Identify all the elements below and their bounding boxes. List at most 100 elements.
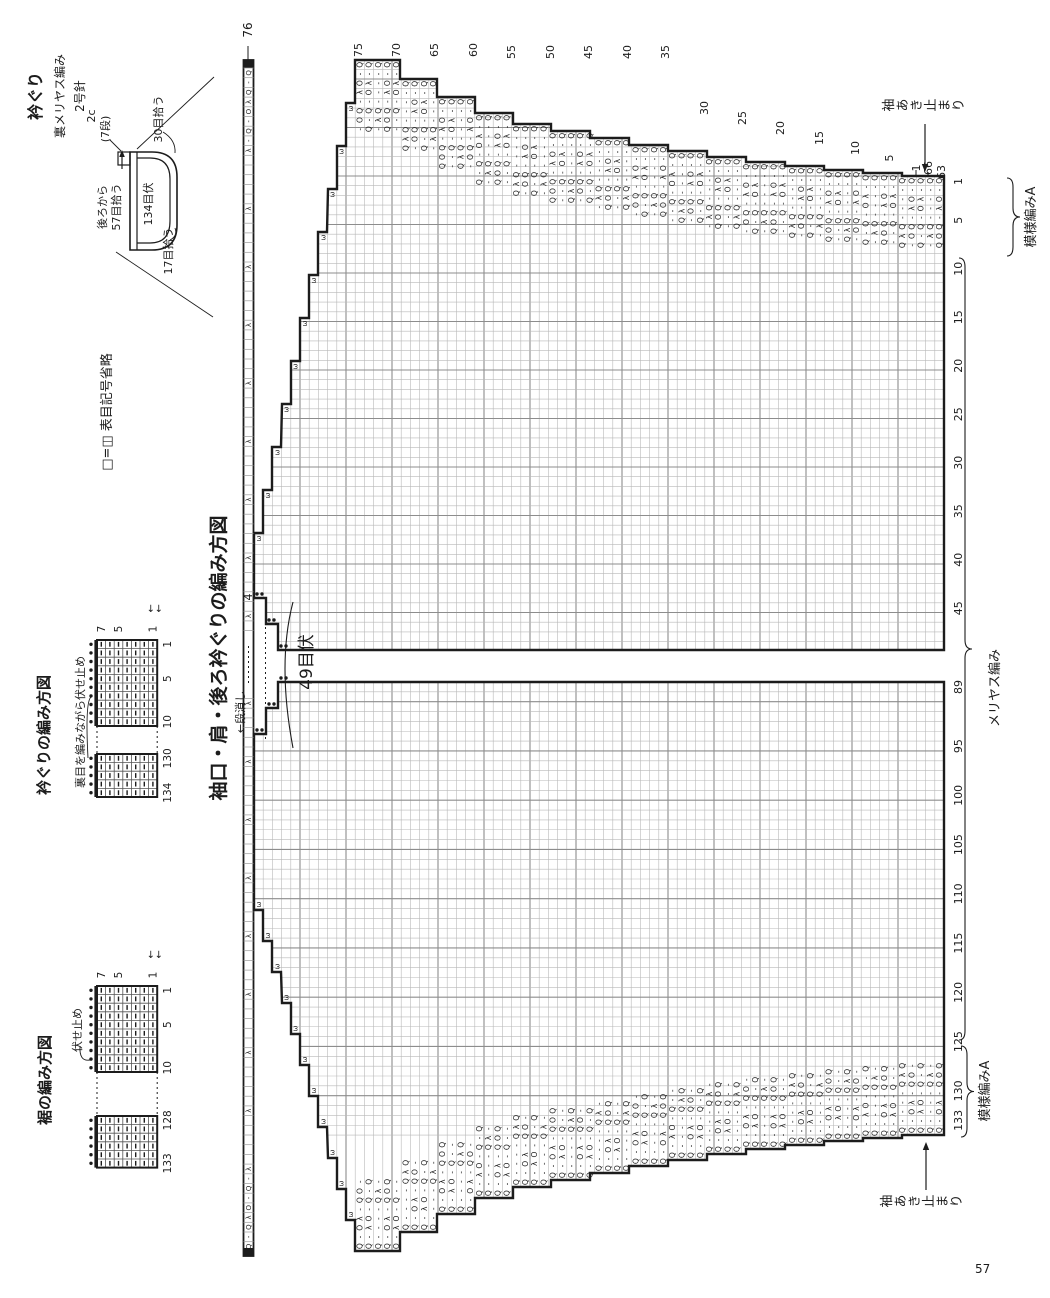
svg-text:O: O [687,1134,696,1140]
svg-text:λ: λ [705,214,714,219]
svg-text:Q: Q [438,1160,447,1166]
svg-text:O: O [668,180,677,186]
svg-text:Q: Q [365,1197,374,1203]
svg-text:-: - [677,163,686,166]
svg-text:-: - [650,157,659,160]
svg-text:λ: λ [355,1216,364,1221]
svg-text:-: - [374,91,383,94]
svg-text:-: - [825,182,834,185]
svg-text:-: - [622,178,631,181]
svg-text:-: - [760,174,769,177]
svg-text:ω: ω [292,1025,300,1031]
svg-text:-: - [374,82,383,85]
svg-text:Q: Q [659,1158,668,1164]
svg-text:-: - [420,119,429,122]
svg-text:λ: λ [429,136,438,141]
svg-text:ω: ω [310,1087,318,1093]
svg-text:O: O [631,202,640,208]
svg-text:λ: λ [392,1225,401,1230]
svg-text:-: - [595,1130,604,1133]
svg-text:λ: λ [659,1131,668,1136]
svg-text:-: - [530,182,539,185]
svg-text:Q: Q [365,62,374,68]
svg-text:-: - [549,143,558,146]
svg-text:-: - [705,188,714,191]
svg-text:-: - [355,1180,364,1183]
svg-text:-: - [788,188,797,191]
svg-text:Q: Q [383,1243,392,1249]
svg-text:Q: Q [871,1084,880,1090]
svg-text:O: O [355,1225,364,1231]
svg-text:-: - [631,1095,640,1098]
svg-text:-: - [705,169,714,172]
svg-text:-: - [742,1133,751,1136]
svg-text:-: - [576,199,585,202]
svg-text:Q: Q [549,1126,558,1132]
svg-text:-: - [871,1067,880,1070]
svg-text:Q: Q [834,1087,843,1093]
svg-text:-: - [401,1207,410,1210]
svg-text:λ: λ [668,1134,677,1139]
svg-text:125: 125 [952,1031,965,1052]
svg-text:-: - [779,1133,788,1136]
svg-text:-: - [723,1083,732,1086]
svg-text:75: 75 [352,43,365,57]
svg-text:-: - [714,1138,723,1141]
svg-text:Q: Q [917,242,926,248]
svg-text:-: - [779,1106,788,1109]
svg-text:Q: Q [806,214,815,220]
svg-text:Q: Q [751,164,760,170]
svg-text:Q: Q [493,1190,502,1196]
svg-text:-: - [696,1117,705,1120]
svg-text:Q: Q [420,1224,429,1230]
svg-text:Q: Q [687,1152,696,1158]
svg-text:Q: Q [714,1146,723,1152]
svg-text:-: - [576,1109,585,1112]
svg-text:-: - [245,81,253,84]
svg-text:130: 130 [162,748,174,768]
svg-text:-: - [779,174,788,177]
svg-text:Q: Q [825,172,834,178]
svg-text:-: - [604,1157,613,1160]
svg-text:λ: λ [742,1114,751,1119]
svg-text:-: - [521,1144,530,1147]
svg-text:-: - [631,1123,640,1126]
svg-text:λ: λ [834,190,843,195]
svg-text:-: - [503,1182,512,1185]
svg-text:Q: Q [926,224,935,230]
svg-text:-: - [438,109,447,112]
svg-text:-: - [447,165,456,168]
svg-text:ω: ω [347,105,355,111]
svg-text:-: - [539,136,548,139]
svg-text:-: - [889,1095,898,1098]
svg-text:Q: Q [733,1100,742,1106]
svg-text:-: - [558,171,567,174]
svg-text:O: O [641,1131,650,1137]
svg-text:-: - [733,197,742,200]
svg-text:-: - [383,72,392,75]
svg-text:λ: λ [245,1050,253,1054]
svg-text:O: O [880,230,889,236]
svg-text:Q: Q [797,1137,806,1143]
svg-text:ω: ω [347,1211,355,1217]
svg-text:Q: Q [392,108,401,114]
svg-text:λ: λ [687,181,696,186]
upper-chart-outline [252,58,946,652]
svg-text:-: - [503,125,512,128]
svg-text:-: - [447,109,456,112]
svg-text:λ: λ [751,1123,760,1128]
svg-text:λ: λ [604,1138,613,1143]
svg-text:Q: Q [935,1127,944,1133]
svg-text:λ: λ [668,171,677,176]
svg-text:Q: Q [512,1115,521,1121]
svg-text:λ: λ [245,1215,253,1219]
svg-text:Q: Q [484,115,493,121]
svg-text:-: - [907,1119,916,1122]
svg-text:λ: λ [852,200,861,205]
svg-text:Q: Q [907,1081,916,1087]
svg-text:-: - [779,202,788,205]
svg-text:O: O [797,186,806,192]
svg-text:-: - [714,169,723,172]
svg-text:-: - [567,1164,576,1167]
svg-text:-: - [843,192,852,195]
